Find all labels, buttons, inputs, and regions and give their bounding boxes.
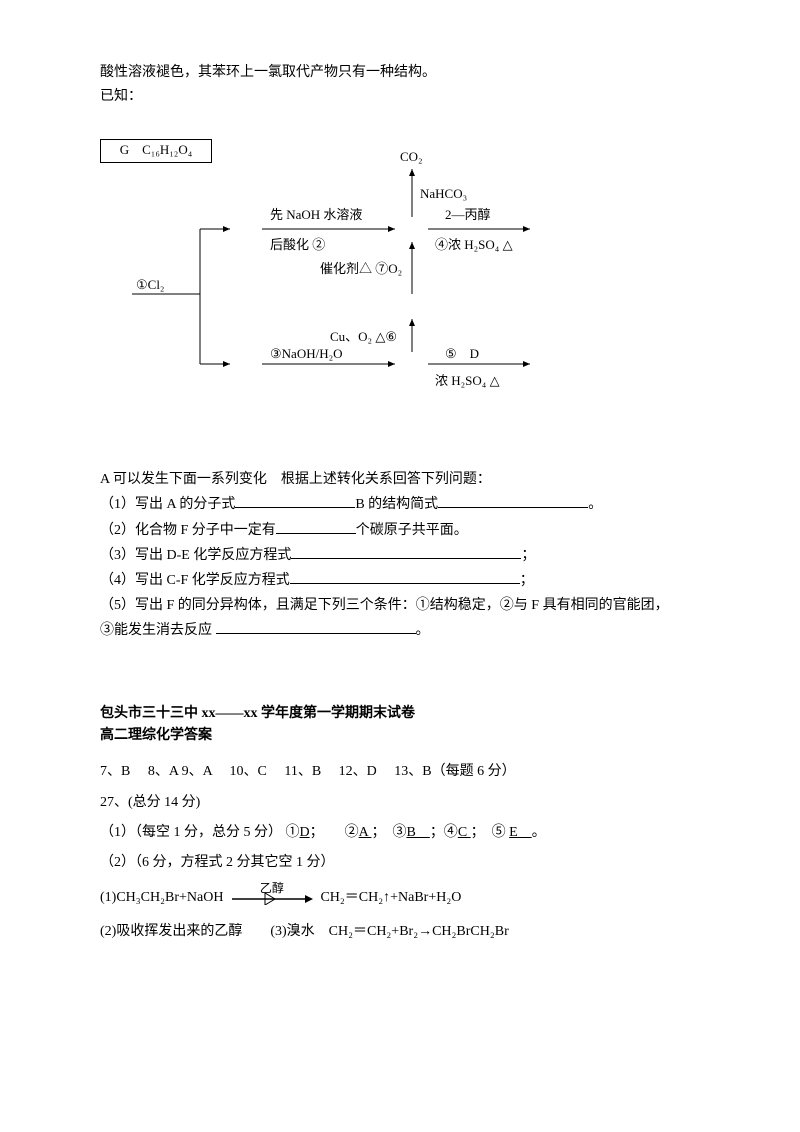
blank-4 (290, 569, 520, 584)
eq1: (1)CH₃CH₂Br+NaOH 乙醇 CH₂＝CH₂↑+NaBr+H₂O (100, 883, 720, 913)
question-3: （3）写出 D-E 化学反应方程式； (100, 544, 720, 567)
label-2-bot: 后酸化 ② (270, 235, 325, 256)
label-4-top: 2—丙醇 (445, 205, 491, 226)
label-5-bot: 浓 H₂SO₄ △ (435, 371, 500, 392)
label-nahco3: NaHCO₃ (420, 184, 467, 205)
question-1: （1）写出 A 的分子式B 的结构简式。 (100, 493, 720, 516)
blank-1a (235, 493, 355, 508)
answer-title-1: 包头市三十三中 xx——xx 学年度第一学期期末试卷 (100, 703, 720, 725)
answer-mc: 7、B 8、A 9、A 10、C 11、B 12、D 13、B（每题 6 分） (100, 761, 720, 783)
answer-27-1: （1）（每空 1 分，总分 5 分） ①D； ②A ； ③B ；④C ； ⑤ E… (100, 822, 720, 844)
eq2: (2)吸收挥发出来的乙醇 (3)溴水 CH₂＝CH₂+Br₂→CH₂BrCH₂B… (100, 921, 720, 943)
question-4: （4）写出 C-F 化学反应方程式； (100, 569, 720, 592)
box-g: G C₁₆H₁₂O₄ (100, 139, 212, 163)
label-6: Cu、O₂ △⑥ (330, 327, 397, 348)
blank-3 (291, 544, 521, 559)
blank-2 (276, 519, 356, 534)
question-5a: （5）写出 F 的同分异构体，且满足下列三个条件：①结构稳定，②与 F 具有相同… (100, 595, 720, 617)
question-2: （2）化合物 F 分子中一定有个碳原子共平面。 (100, 519, 720, 542)
answer-27: 27、(总分 14 分) (100, 792, 720, 814)
label-4-bot: ④浓 H₂SO₄ △ (435, 235, 513, 256)
label-2-top: 先 NaOH 水溶液 (270, 205, 362, 226)
blank-5 (216, 619, 416, 634)
label-1: ①Cl₂ (136, 275, 164, 296)
blank-1b (438, 493, 588, 508)
question-5b: ③能发生消去反应 。 (100, 619, 720, 642)
reaction-arrow-icon: 乙醇 (227, 883, 317, 913)
questions-intro: A 可以发生下面一系列变化 根据上述转化关系回答下列问题： (100, 469, 720, 491)
answer-title-2: 高二理综化学答案 (100, 725, 720, 747)
intro-line-1: 酸性溶液褪色，其苯环上一氯取代产物只有一种结构。 (100, 62, 720, 84)
label-co2: CO₂ (400, 147, 423, 168)
intro-line-2: 已知： (100, 86, 720, 108)
label-7: 催化剂△ ⑦O₂ (320, 259, 402, 280)
answer-27-2: （2）（6 分，方程式 2 分其它空 1 分） (100, 852, 720, 874)
label-5-top: ⑤ D (445, 344, 479, 365)
reaction-diagram: A B C D F H E C₁₄H₁₈O₄ G C₁₆H₁₂O₄ CO₂ Na… (100, 139, 700, 439)
